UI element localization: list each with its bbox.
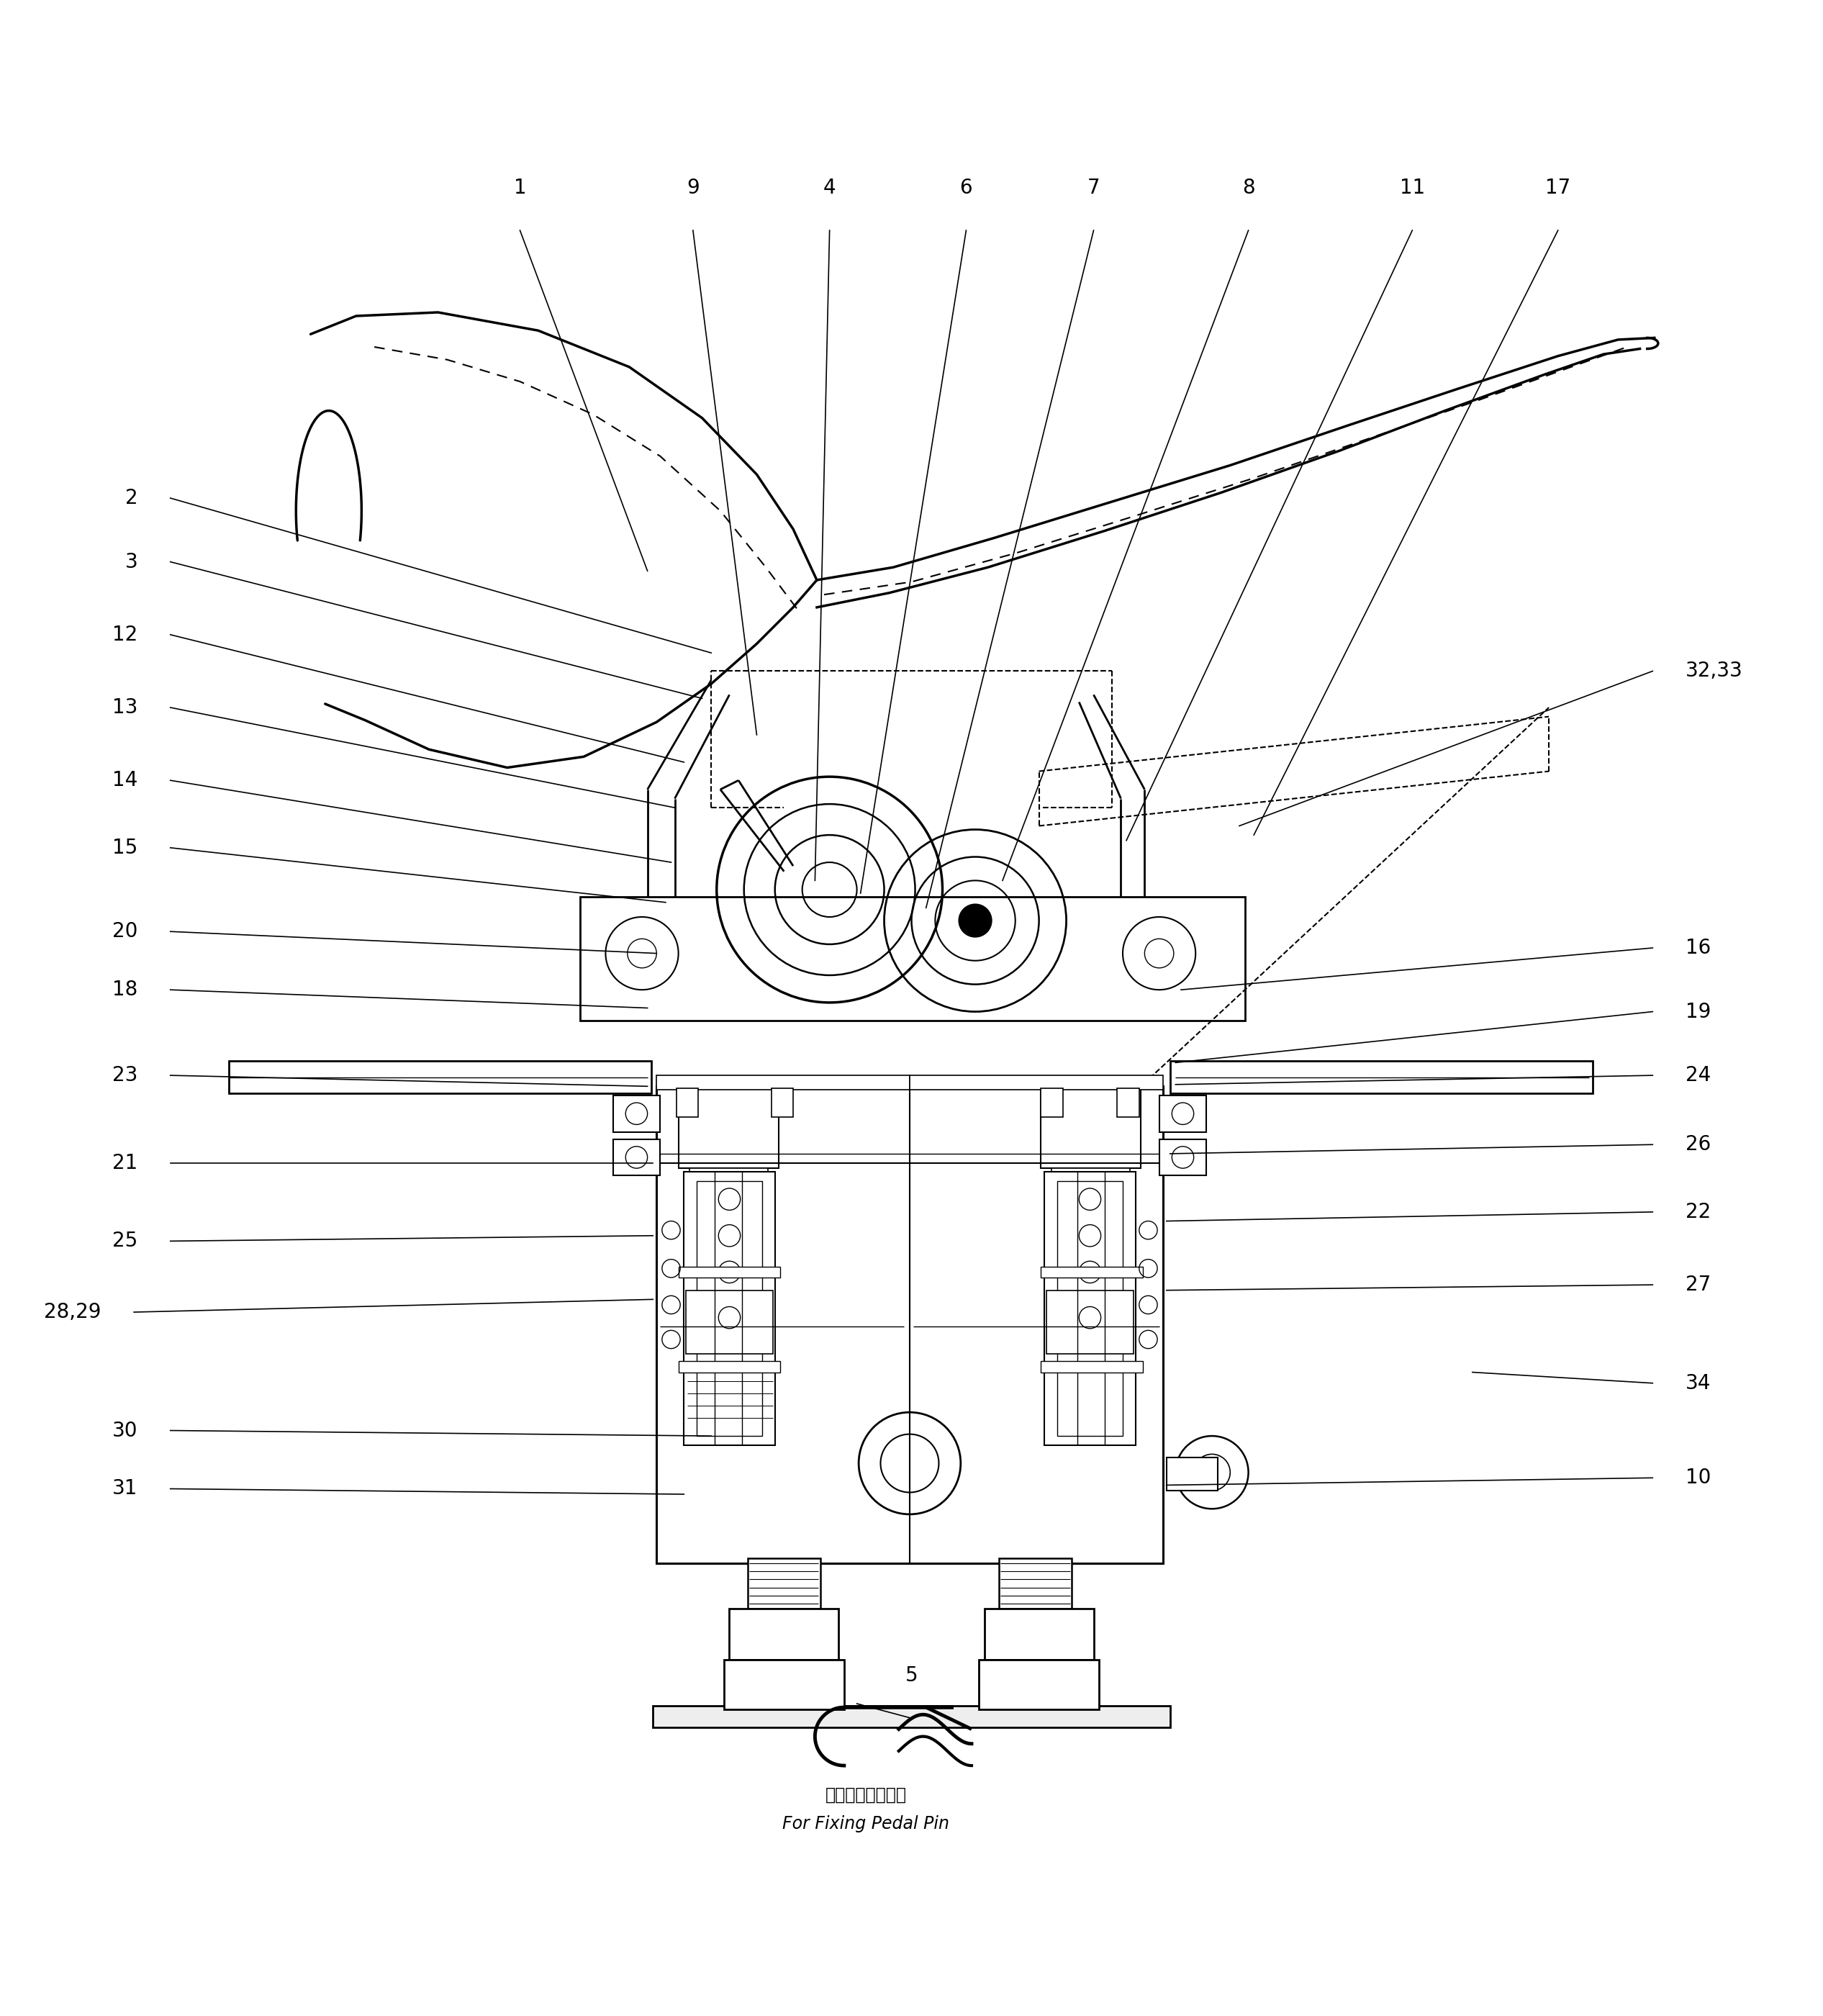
Text: 34: 34 bbox=[1686, 1373, 1710, 1393]
Bar bbox=[1041, 1361, 1143, 1373]
Bar bbox=[1046, 1290, 1134, 1355]
Text: 22: 22 bbox=[1686, 1202, 1710, 1222]
Text: 18: 18 bbox=[113, 980, 137, 1000]
Text: 28,29: 28,29 bbox=[44, 1302, 100, 1322]
Bar bbox=[684, 1171, 775, 1445]
Text: 4: 4 bbox=[824, 177, 837, 198]
Bar bbox=[1041, 1266, 1143, 1278]
Bar bbox=[1159, 1095, 1207, 1131]
Bar bbox=[1117, 1089, 1139, 1117]
Text: 6: 6 bbox=[959, 177, 972, 198]
Text: 8: 8 bbox=[1241, 177, 1254, 198]
Text: 15: 15 bbox=[113, 839, 137, 859]
Bar bbox=[580, 897, 1245, 1020]
Bar bbox=[656, 1087, 1163, 1564]
Text: 26: 26 bbox=[1686, 1135, 1710, 1155]
Bar bbox=[678, 1361, 780, 1373]
Bar bbox=[747, 1558, 820, 1609]
Bar bbox=[724, 1659, 844, 1710]
Text: 17: 17 bbox=[1546, 177, 1571, 198]
Text: 24: 24 bbox=[1686, 1064, 1710, 1085]
Bar bbox=[613, 1095, 660, 1131]
Bar bbox=[1041, 1089, 1063, 1117]
Bar bbox=[656, 1075, 910, 1091]
Bar bbox=[979, 1659, 1099, 1710]
Text: 20: 20 bbox=[113, 921, 137, 941]
Text: ペダルピン固定用: ペダルピン固定用 bbox=[826, 1786, 906, 1804]
Bar bbox=[984, 1609, 1094, 1659]
Bar bbox=[676, 1089, 698, 1117]
Circle shape bbox=[959, 905, 992, 937]
Bar bbox=[1170, 1060, 1593, 1093]
Bar bbox=[999, 1558, 1072, 1609]
Bar bbox=[1167, 1458, 1218, 1490]
Text: 9: 9 bbox=[687, 177, 700, 198]
Text: 1: 1 bbox=[514, 177, 527, 198]
Bar bbox=[613, 1139, 660, 1175]
Bar bbox=[678, 1087, 778, 1167]
Bar bbox=[228, 1060, 651, 1093]
Text: 14: 14 bbox=[113, 770, 137, 790]
Bar bbox=[729, 1609, 839, 1659]
Bar bbox=[685, 1290, 773, 1355]
Text: 19: 19 bbox=[1686, 1002, 1710, 1022]
Text: 5: 5 bbox=[906, 1665, 917, 1685]
Bar bbox=[1057, 1181, 1123, 1435]
Text: 3: 3 bbox=[124, 552, 137, 573]
Bar bbox=[1041, 1087, 1141, 1167]
Text: 25: 25 bbox=[113, 1232, 137, 1252]
Text: 10: 10 bbox=[1686, 1468, 1710, 1488]
Text: 27: 27 bbox=[1686, 1274, 1710, 1294]
Text: 30: 30 bbox=[111, 1421, 137, 1441]
Text: For Fixing Pedal Pin: For Fixing Pedal Pin bbox=[782, 1814, 950, 1833]
Text: 21: 21 bbox=[113, 1153, 137, 1173]
Bar bbox=[678, 1266, 780, 1278]
Text: 11: 11 bbox=[1400, 177, 1426, 198]
Bar bbox=[1045, 1171, 1136, 1445]
Text: 7: 7 bbox=[1087, 177, 1099, 198]
Bar bbox=[910, 1075, 1163, 1091]
Bar bbox=[689, 1167, 767, 1181]
Text: 2: 2 bbox=[126, 488, 137, 508]
Bar bbox=[696, 1181, 762, 1435]
Text: 31: 31 bbox=[113, 1478, 137, 1498]
Text: 16: 16 bbox=[1686, 937, 1710, 958]
Text: 13: 13 bbox=[113, 698, 137, 718]
Bar bbox=[1052, 1167, 1130, 1181]
Bar bbox=[1159, 1139, 1207, 1175]
Bar bbox=[653, 1706, 1170, 1728]
Text: 12: 12 bbox=[113, 625, 137, 645]
Bar bbox=[771, 1089, 793, 1117]
Text: 32,33: 32,33 bbox=[1686, 661, 1743, 681]
Text: 23: 23 bbox=[113, 1064, 137, 1085]
